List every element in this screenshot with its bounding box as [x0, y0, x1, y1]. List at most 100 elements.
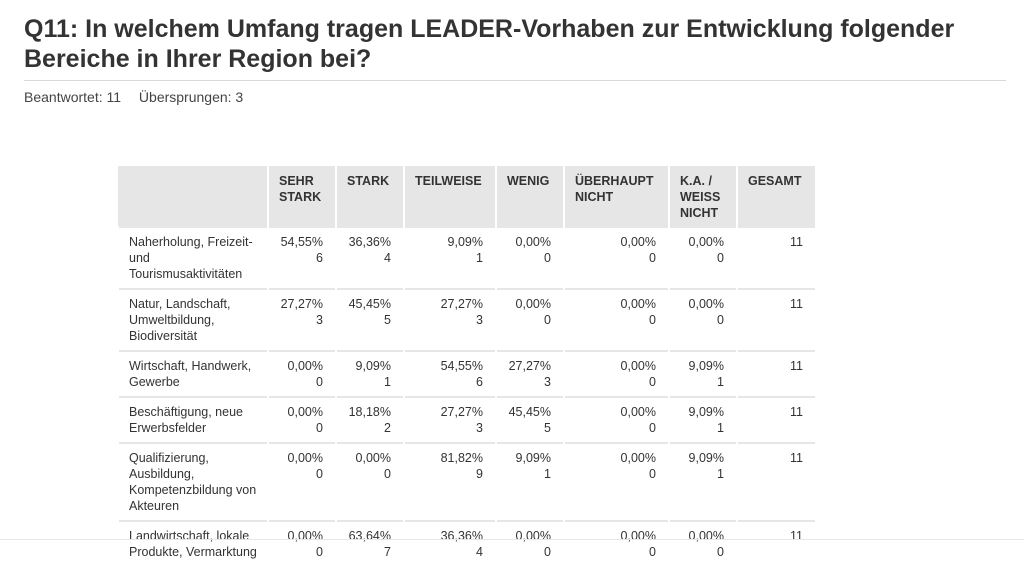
title-divider: [24, 80, 1006, 81]
cell-percent: 27,27%: [280, 297, 323, 311]
cell-count: 6: [316, 251, 323, 265]
cell-percent: 36,36%: [440, 529, 483, 543]
answered-count: Beantwortet: 11: [24, 89, 122, 105]
cell-ka-weiss-nicht: 9,09% 1: [668, 396, 737, 443]
header-cell-gesamt: GESAMT: [736, 166, 815, 227]
cell-count: 1: [717, 467, 724, 481]
cell-count: 0: [649, 545, 656, 559]
cell-count: 5: [544, 421, 551, 435]
cell-count: 0: [316, 421, 323, 435]
row-label: Landwirtschaft, lokale Produkte, Vermark…: [117, 520, 268, 566]
table-row: Naherholung, Freizeit- und Tourismusakti…: [117, 226, 815, 289]
cell-percent: 63,64%: [348, 529, 391, 543]
cell-ueberhaupt-nicht: 0,00% 0: [563, 226, 669, 289]
cell-teilweise: 36,36% 4: [403, 520, 496, 566]
cell-count: 7: [384, 545, 391, 559]
response-stats: Beantwortet: 11 Übersprungen: 3: [24, 89, 257, 105]
row-label: Natur, Landschaft, Umweltbildung, Biodiv…: [117, 288, 268, 351]
cell-total: 11: [736, 442, 815, 521]
cell-count: 3: [476, 313, 483, 327]
cell-total: 11: [736, 288, 815, 351]
cell-percent: 0,00%: [688, 529, 724, 543]
cell-percent: 45,45%: [508, 405, 551, 419]
cell-percent: 27,27%: [440, 405, 483, 419]
cell-percent: 0,00%: [287, 359, 323, 373]
header-cell-sehr-stark: SEHR STARK: [267, 166, 336, 227]
cell-wenig: 45,45% 5: [495, 396, 564, 443]
cell-ueberhaupt-nicht: 0,00% 0: [563, 396, 669, 443]
cell-count: 0: [384, 467, 391, 481]
cell-ueberhaupt-nicht: 0,00% 0: [563, 520, 669, 566]
cell-ueberhaupt-nicht: 0,00% 0: [563, 288, 669, 351]
cell-percent: 0,00%: [620, 359, 656, 373]
row-label: Beschäftigung, neue Erwerbsfelder: [117, 396, 268, 443]
table-row: Qualifizierung, Ausbildung, Kompetenzbil…: [117, 442, 815, 521]
cell-total: 11: [736, 396, 815, 443]
cell-teilweise: 54,55% 6: [403, 350, 496, 397]
cell-count: 0: [649, 467, 656, 481]
cell-percent: 81,82%: [440, 451, 483, 465]
cell-count: 0: [544, 313, 551, 327]
cell-count: 2: [384, 421, 391, 435]
cell-percent: 9,09%: [688, 451, 724, 465]
cell-percent: 0,00%: [515, 297, 551, 311]
cell-percent: 0,00%: [515, 529, 551, 543]
page-title: Q11: In welchem Umfang tragen LEADER-Vor…: [24, 15, 955, 73]
cell-percent: 45,45%: [348, 297, 391, 311]
cell-stark: 18,18% 2: [335, 396, 404, 443]
cell-teilweise: 27,27% 3: [403, 396, 496, 443]
cell-teilweise: 81,82% 9: [403, 442, 496, 521]
header-cell-ka-weiss-nicht: K.A. / WEISS NICHT: [668, 166, 737, 227]
header-cell-ueberhaupt-nicht: ÜBERHAUPT NICHT: [563, 166, 669, 227]
cell-percent: 0,00%: [620, 405, 656, 419]
table-body: Naherholung, Freizeit- und Tourismusakti…: [117, 226, 815, 566]
cell-percent: 18,18%: [348, 405, 391, 419]
cell-count: 6: [476, 375, 483, 389]
cell-percent: 0,00%: [287, 529, 323, 543]
table-header-row: SEHR STARK STARK TEILWEISE WENIG ÜBERHAU…: [118, 166, 815, 227]
cell-teilweise: 9,09% 1: [403, 226, 496, 289]
cell-wenig: 27,27% 3: [495, 350, 564, 397]
cell-percent: 0,00%: [688, 297, 724, 311]
cell-percent: 36,36%: [348, 235, 391, 249]
cell-count: 1: [544, 467, 551, 481]
cell-count: 9: [476, 467, 483, 481]
cell-teilweise: 27,27% 3: [403, 288, 496, 351]
cell-stark: 63,64% 7: [335, 520, 404, 566]
row-label: Naherholung, Freizeit- und Tourismusakti…: [117, 226, 268, 289]
cell-percent: 54,55%: [280, 235, 323, 249]
cell-percent: 0,00%: [287, 451, 323, 465]
cell-stark: 36,36% 4: [335, 226, 404, 289]
cell-ka-weiss-nicht: 0,00% 0: [668, 288, 737, 351]
cell-count: 1: [384, 375, 391, 389]
cell-percent: 0,00%: [355, 451, 391, 465]
table-row: Wirtschaft, Handwerk, Gewerbe 0,00% 0 9,09%…: [117, 350, 815, 397]
cell-percent: 0,00%: [620, 297, 656, 311]
cell-percent: 9,09%: [515, 451, 551, 465]
cell-count: 4: [476, 545, 483, 559]
footer-divider: [0, 539, 1024, 540]
cell-count: 0: [316, 545, 323, 559]
cell-stark: 0,00% 0: [335, 442, 404, 521]
cell-count: 0: [649, 313, 656, 327]
cell-percent: 9,09%: [447, 235, 483, 249]
cell-ka-weiss-nicht: 0,00% 0: [668, 520, 737, 566]
cell-count: 0: [717, 251, 724, 265]
row-label: Wirtschaft, Handwerk, Gewerbe: [117, 350, 268, 397]
results-table: SEHR STARK STARK TEILWEISE WENIG ÜBERHAU…: [117, 166, 815, 566]
cell-sehr-stark: 54,55% 6: [267, 226, 336, 289]
cell-percent: 0,00%: [620, 529, 656, 543]
row-label: Qualifizierung, Ausbildung, Kompetenzbil…: [117, 442, 268, 521]
cell-sehr-stark: 27,27% 3: [267, 288, 336, 351]
header-cell-wenig: WENIG: [495, 166, 564, 227]
cell-stark: 45,45% 5: [335, 288, 404, 351]
cell-percent: 9,09%: [355, 359, 391, 373]
cell-ueberhaupt-nicht: 0,00% 0: [563, 350, 669, 397]
cell-ka-weiss-nicht: 9,09% 1: [668, 442, 737, 521]
cell-count: 3: [476, 421, 483, 435]
cell-count: 0: [316, 467, 323, 481]
cell-percent: 0,00%: [620, 451, 656, 465]
header-cell-blank: [118, 166, 268, 227]
cell-count: 0: [717, 545, 724, 559]
table-row: Beschäftigung, neue Erwerbsfelder 0,00% 0 1…: [117, 396, 815, 443]
